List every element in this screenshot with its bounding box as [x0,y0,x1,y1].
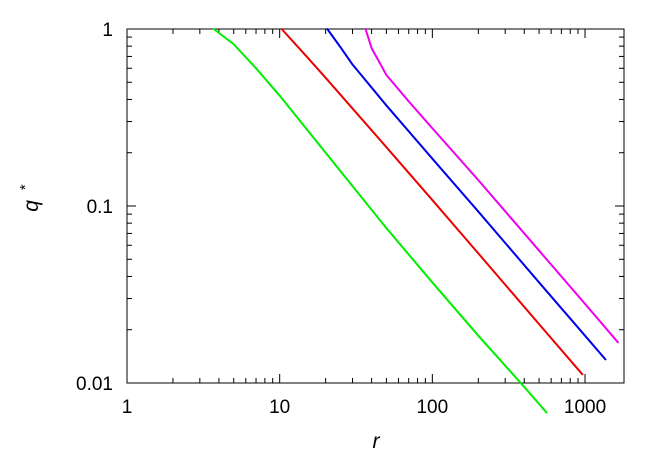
major-ticks [126,28,624,384]
x-tick-label-2: 100 [416,397,448,418]
series-line-1 [280,28,584,376]
x-axis-title: r [373,430,381,453]
x-tick-label-1: 10 [269,397,290,418]
y-axis-title-base: q [20,200,43,212]
x-tick-label-3: 1000 [564,397,606,418]
series-line-0 [212,28,548,414]
y-axis-title-superscript: * [17,184,34,190]
y-tick-label-2: 1 [102,20,113,41]
x-tick-labels: 1 10 100 1000 [122,397,606,418]
y-tick-label-1: 0.1 [87,197,113,218]
y-tick-labels: 0.01 0.1 1 [76,20,113,395]
y-tick-label-0: 0.01 [76,374,113,395]
y-axis-title: q * [17,184,43,212]
svg-text:q *: q * [17,184,43,212]
x-tick-label-0: 1 [122,397,133,418]
plot-frame [126,28,625,384]
series-line-3 [364,28,619,344]
series-layer [212,28,619,414]
plot-border [126,28,625,384]
series-line-2 [326,28,607,361]
minor-ticks [127,29,624,383]
